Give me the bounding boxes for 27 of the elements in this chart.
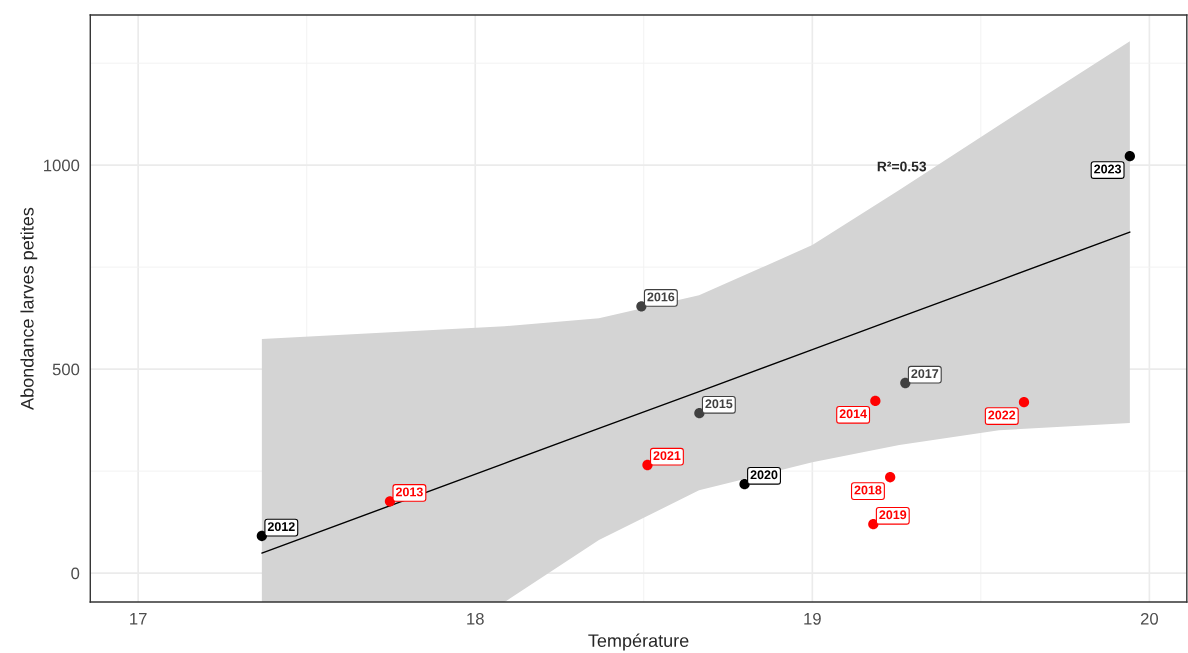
annotation: R²=0.53 [877,161,927,172]
annotation: 2012 [267,522,295,531]
annotation: 2020 [750,470,778,480]
annotation: 2017 [911,369,939,379]
point [1018,397,1030,408]
x-axis-title: Température [588,633,689,651]
y-tick-label: 0 [71,567,80,580]
x-tick-label: 17 [130,613,147,625]
x-tick-label: 19 [804,612,821,625]
annotation: 2013 [395,487,423,497]
y-tick-label: 500 [52,363,80,376]
line-series [261,231,1131,554]
y-axis-title: Abondance larves petites [20,207,38,410]
annotation: 2023 [1094,164,1122,174]
annotation: 2021 [653,451,681,461]
point [885,472,896,483]
y-tick-label: 1000 [44,159,80,172]
point [870,395,881,407]
x-tick-label: 18 [467,612,484,625]
annotation: 2022 [988,410,1016,420]
annotation: 2016 [647,292,675,302]
annotation: 2019 [879,510,907,520]
annotation: 2018 [854,485,882,495]
point [1124,151,1135,162]
x-tick-label: 20 [1140,612,1159,625]
annotation: 2015 [705,399,733,409]
annotation: 2014 [839,409,867,419]
